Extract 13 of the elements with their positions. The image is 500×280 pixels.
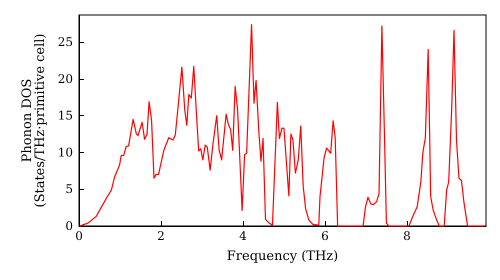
y-tick-label: 15 [58,108,73,123]
y-axis-title: Phonon DOS (States/THz·primitive cell) [20,33,48,208]
x-tick-label: 4 [239,229,248,243]
x-tick-label: 2 [157,229,165,243]
y-tick-label: 10 [58,145,73,160]
x-axis-title: Frequency (THz) [226,249,338,264]
x-tick-label: 0 [75,229,83,243]
y-tick-label: 20 [58,72,73,86]
y-tick-label: 25 [58,35,73,50]
y-tick-label: 5 [65,182,73,196]
y-tick-label: 0 [65,219,73,233]
x-tick-label: 8 [403,229,411,243]
x-tick-label: 6 [321,229,329,243]
